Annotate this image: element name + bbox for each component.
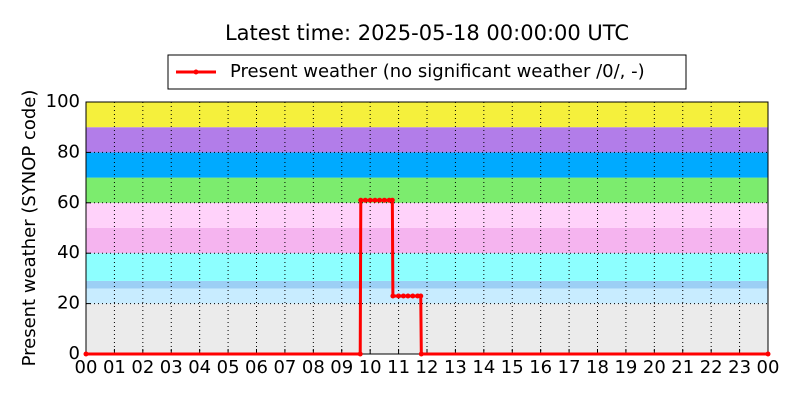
x-tick-label: 18 <box>586 357 609 378</box>
band <box>86 228 768 254</box>
band <box>86 152 768 178</box>
x-tick-label: 19 <box>614 357 637 378</box>
x-tick-label: 21 <box>671 357 694 378</box>
data-point <box>372 197 378 203</box>
legend-label: Present weather (no significant weather … <box>230 61 645 82</box>
x-tick-label: 11 <box>387 357 410 378</box>
x-tick-label: 23 <box>728 357 751 378</box>
x-tick-label: 07 <box>273 357 296 378</box>
data-point <box>362 197 368 203</box>
x-tick-label: 13 <box>444 357 467 378</box>
x-tick-label: 00 <box>75 357 98 378</box>
data-point <box>390 293 396 299</box>
data-point <box>389 197 395 203</box>
legend-box <box>167 54 687 90</box>
data-point <box>381 197 387 203</box>
band <box>86 280 768 289</box>
data-point <box>405 293 411 299</box>
band <box>86 303 768 354</box>
y-tick-label: 100 <box>46 91 80 112</box>
y-axis-label: Present weather (SYNOP code) <box>19 90 40 367</box>
y-tick-label: 60 <box>57 192 80 213</box>
x-tick-label: 05 <box>217 357 240 378</box>
data-point <box>83 351 89 357</box>
data-point <box>765 351 771 357</box>
x-tick-label: 20 <box>643 357 666 378</box>
y-tick-label: 20 <box>57 293 80 314</box>
band <box>86 253 768 281</box>
x-tick-label: 01 <box>103 357 126 378</box>
x-tick-label: 02 <box>131 357 154 378</box>
y-tick-label: 80 <box>57 141 80 162</box>
y-tick-label: 40 <box>57 242 80 263</box>
data-point <box>418 293 424 299</box>
x-tick-label: 17 <box>558 357 581 378</box>
x-tick-label: 04 <box>188 357 211 378</box>
x-tick-label: 15 <box>501 357 524 378</box>
x-tick-label: 14 <box>472 357 495 378</box>
data-point <box>418 351 424 357</box>
x-tick-label: 12 <box>416 357 439 378</box>
x-tick-label: 09 <box>330 357 353 378</box>
x-tick-label: 03 <box>160 357 183 378</box>
data-point <box>367 197 373 203</box>
x-tick-label: 06 <box>245 357 268 378</box>
legend-marker <box>193 69 199 75</box>
x-tick-label: 10 <box>359 357 382 378</box>
y-tick-label: 0 <box>69 343 80 364</box>
x-tick-label: 16 <box>529 357 552 378</box>
band <box>86 127 768 153</box>
band <box>86 288 768 304</box>
x-tick-label: 08 <box>302 357 325 378</box>
data-point <box>400 293 406 299</box>
data-point <box>377 197 383 203</box>
data-point <box>396 293 402 299</box>
chart-title: Latest time: 2025-05-18 00:00:00 UTC <box>225 21 629 45</box>
x-tick-label: 00 <box>757 357 780 378</box>
x-tick-label: 22 <box>700 357 723 378</box>
data-point <box>358 197 364 203</box>
data-point <box>410 293 416 299</box>
data-point <box>357 351 363 357</box>
